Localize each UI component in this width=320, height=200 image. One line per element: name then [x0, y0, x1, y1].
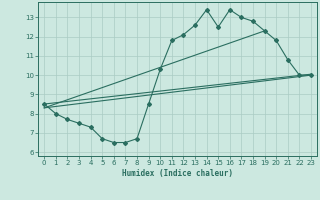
X-axis label: Humidex (Indice chaleur): Humidex (Indice chaleur)	[122, 169, 233, 178]
